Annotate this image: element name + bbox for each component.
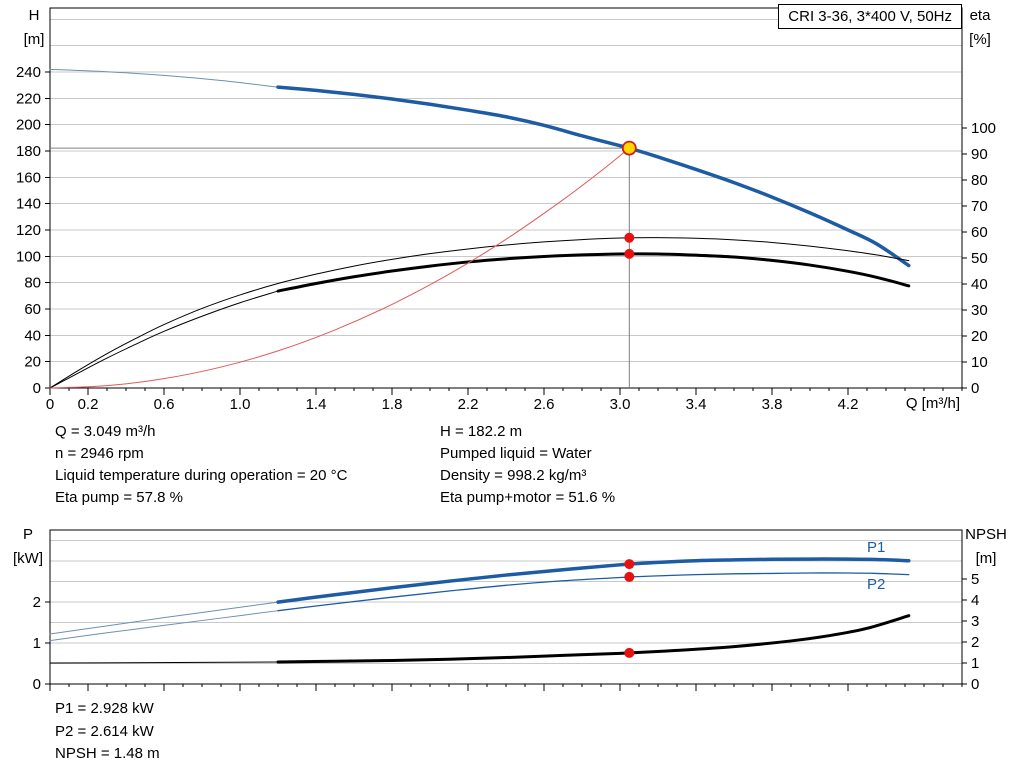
power-npsh-chart: 0 1 2 0 1 2 3 4 5 P1 P2 P [kW] NPSH [m]: [13, 526, 1007, 693]
power-info: P1 = 2.928 kW P2 = 2.614 kW NPSH = 1.48 …: [55, 698, 160, 766]
info-line-liquid-temp: Liquid temperature during operation = 20…: [55, 467, 348, 484]
p2-curve: [277, 572, 910, 612]
power-npsh-chart-grid: [50, 540, 962, 665]
eta-pump-curve: [49, 237, 910, 389]
p1-curve: [276, 557, 911, 604]
qh-eta-chart-right-tick-label: 20: [971, 328, 988, 345]
qh-eta-chart-right-tick-label: 100: [971, 120, 996, 137]
qh-eta-chart-x-tick-label: 3.4: [686, 396, 707, 413]
qh-eta-chart-left-tick-label: 240: [16, 64, 41, 81]
qh-eta-chart-x-tick-label: 0.6: [154, 396, 175, 413]
info-line-eta-pump: Eta pump = 57.8 %: [55, 489, 183, 506]
p1-point: [624, 559, 635, 570]
qh-eta-chart-x-tick-label: 4.2: [838, 396, 859, 413]
qh-eta-chart-x-tick-label: 1.8: [382, 396, 403, 413]
qh-eta-chart-x-tick-label: 3.8: [762, 396, 783, 413]
eta-pump-motor-point: [624, 248, 635, 259]
qh-eta-chart-x-tick-label: 2.6: [534, 396, 555, 413]
qh-eta-chart-right-tick-label: 70: [971, 198, 988, 215]
p1-label: P1: [867, 539, 885, 556]
info-line-density: Density = 998.2 kg/m³: [440, 467, 587, 484]
qh-eta-chart-right-tick-label: 60: [971, 224, 988, 241]
qh-eta-chart-right-tick-label: 90: [971, 146, 988, 163]
qh-eta-chart-right-tick-label: 10: [971, 354, 988, 371]
qh-eta-chart-x-ticks: 0 0.2 0.6 1.0 1.4 1.8 2.2 2.6 3.0 3.4 3.8 4.2: [46, 388, 963, 413]
qh-eta-chart-left-tick-label: 0: [33, 380, 41, 397]
npsh-point: [624, 647, 635, 658]
power-npsh-chart-frame: [49, 529, 963, 685]
info-line-p2: P2 = 2.614 kW: [55, 722, 154, 740]
qh-eta-chart-grid: [50, 18, 962, 363]
qh-eta-chart-right-tick-label: 30: [971, 302, 988, 319]
info-line-speed: n = 2946 rpm: [55, 445, 144, 462]
qh-eta-chart-x-tick-label: 1.4: [306, 396, 327, 413]
duty-info-left: Q = 3.049 m³/h n = 2946 rpm Liquid tempe…: [55, 421, 347, 509]
qh-eta-chart-right-tick-label: 40: [971, 276, 988, 293]
power-npsh-chart-right-axis-title: [m]: [976, 550, 997, 567]
info-line-q: Q = 3.049 m³/h: [55, 423, 156, 440]
duty-point: [621, 140, 637, 156]
info-line-head: H = 182.2 m: [440, 423, 523, 440]
qh-eta-chart-left-tick-label: 60: [24, 301, 41, 318]
head-curve-lead: [49, 68, 279, 88]
qh-eta-chart-frame: [49, 7, 963, 389]
qh-eta-chart-right-axis-title: [%]: [969, 31, 991, 48]
power-npsh-chart-left-axis-title: P: [23, 526, 33, 543]
power-npsh-chart-left-axis-title: [kW]: [13, 550, 43, 567]
qh-eta-chart-x-axis-title: Q [m³/h]: [906, 395, 960, 412]
qh-eta-chart-left-tick-label: 140: [16, 196, 41, 213]
power-npsh-chart-right-axis-title: NPSH: [965, 526, 1007, 543]
pump-title-box: CRI 3-36, 3*400 V, 50Hz: [778, 4, 962, 29]
qh-eta-chart-left-tick-label: 220: [16, 90, 41, 107]
system-curve: [49, 147, 630, 389]
qh-eta-chart-left-tick-label: 120: [16, 222, 41, 239]
qh-eta-chart-right-tick-label: 80: [971, 172, 988, 189]
duty-info-right: H = 182.2 m Pumped liquid = Water Densit…: [440, 421, 615, 509]
eta-pump-motor-curve: [276, 252, 911, 293]
head-curve: [276, 85, 911, 268]
qh-eta-chart-left-tick-label: 80: [24, 275, 41, 292]
power-npsh-chart-right-tick-label: 3: [971, 613, 979, 630]
p1-curve-lead: [49, 601, 279, 635]
power-npsh-chart-right-tick-label: 1: [971, 655, 979, 672]
eta-pump-motor-lead: [49, 290, 279, 389]
qh-eta-chart-x-tick-label: 0: [46, 396, 54, 413]
power-npsh-chart-x-ticks: [49, 684, 963, 691]
power-npsh-chart-right-tick-label: 2: [971, 634, 979, 651]
info-line-eta-pump-motor: Eta pump+motor = 51.6 %: [440, 489, 616, 506]
qh-eta-chart-left-axis-title: H: [29, 7, 40, 24]
power-npsh-chart-left-tick-label: 0: [33, 676, 41, 693]
qh-eta-chart-left-tick-label: 160: [16, 169, 41, 186]
qh-eta-chart-x-tick-label: 2.2: [458, 396, 479, 413]
qh-eta-chart-right-axis-title: eta: [970, 7, 992, 24]
qh-eta-chart-left-tick-label: 200: [16, 117, 41, 134]
qh-eta-chart-left-tick-label: 100: [16, 248, 41, 265]
qh-eta-chart-x-tick-label: 3.0: [610, 396, 631, 413]
power-npsh-chart-left-tick-label: 2: [33, 594, 41, 611]
eta-pump-point: [624, 232, 635, 243]
info-line-p1: P1 = 2.928 kW: [55, 700, 154, 717]
info-line-npsh: NPSH = 1.48 m: [55, 745, 160, 762]
qh-eta-chart-x-tick-label: 0.2: [78, 396, 99, 413]
qh-eta-chart-left-tick-label: 180: [16, 143, 41, 160]
qh-eta-chart-left-tick-label: 20: [24, 354, 41, 371]
p2-point: [624, 571, 635, 582]
power-npsh-chart-right-tick-label: 5: [971, 571, 979, 588]
p2-curve-lead: [49, 610, 279, 642]
qh-eta-chart-right-tick-label: 0: [971, 380, 979, 397]
power-npsh-chart-left-tick-label: 1: [33, 635, 41, 652]
qh-eta-chart: 0 0.2 0.6 1.0 1.4 1.8 2.2 2.6 3.0 3.4 3.8 4.2 0 20 40 6…: [16, 7, 996, 413]
qh-eta-chart-left-axis-title: [m]: [24, 31, 45, 48]
npsh-curve-lead: [49, 661, 279, 664]
p2-label: P2: [867, 576, 885, 593]
power-npsh-chart-right-tick-label: 0: [971, 676, 979, 693]
qh-eta-chart-left-tick-label: 40: [24, 327, 41, 344]
power-npsh-chart-right-tick-label: 4: [971, 592, 979, 609]
info-line-pumped-liquid: Pumped liquid = Water: [440, 445, 592, 462]
qh-eta-chart-right-tick-label: 50: [971, 250, 988, 267]
qh-eta-chart-x-tick-label: 1.0: [230, 396, 251, 413]
